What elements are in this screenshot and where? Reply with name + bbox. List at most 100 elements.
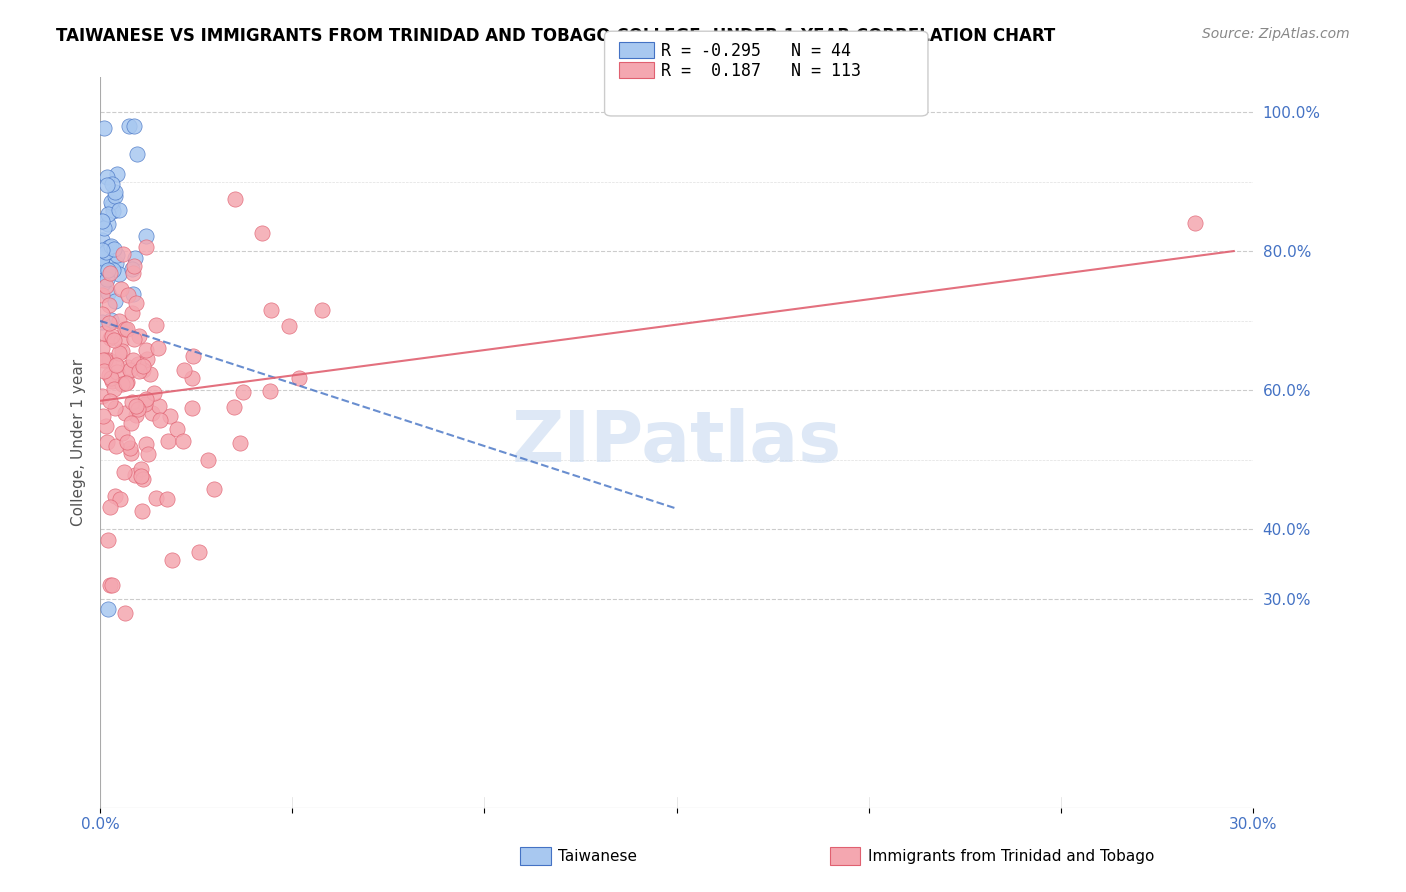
Point	[91, 250, 114, 264]
Point	[104, 401, 127, 415]
Point	[128, 364, 150, 378]
Point	[127, 401, 149, 416]
Point	[112, 465, 135, 479]
Point	[110, 334, 132, 348]
Point	[101, 177, 124, 191]
Point	[166, 422, 188, 436]
Point	[101, 577, 124, 591]
Point	[105, 439, 128, 453]
Point	[121, 394, 143, 409]
Point	[91, 243, 114, 257]
Point	[135, 392, 157, 406]
Point	[111, 247, 134, 261]
Point	[129, 461, 152, 475]
Point	[250, 226, 273, 240]
Point	[173, 363, 195, 377]
Point	[120, 441, 142, 455]
Point	[96, 434, 118, 449]
Point	[131, 504, 153, 518]
Point	[96, 169, 118, 184]
Point	[91, 353, 114, 368]
Point	[121, 353, 143, 368]
Point	[122, 266, 145, 280]
Point	[183, 349, 205, 363]
Point	[91, 213, 114, 227]
Point	[91, 272, 114, 286]
Point	[98, 330, 121, 344]
Text: R =  0.187   N = 113: R = 0.187 N = 113	[661, 62, 860, 80]
Point	[134, 343, 156, 358]
Point	[125, 295, 148, 310]
Point	[97, 533, 120, 547]
Point	[181, 401, 204, 415]
Point	[100, 198, 122, 212]
Point	[104, 359, 127, 373]
Point	[98, 368, 121, 383]
Point	[139, 367, 162, 381]
Point	[91, 259, 114, 273]
Point	[131, 359, 153, 373]
Point	[117, 434, 139, 449]
Point	[103, 333, 125, 347]
Point	[100, 371, 122, 385]
Point	[91, 276, 114, 290]
Point	[114, 376, 136, 391]
Point	[96, 279, 118, 293]
Point	[94, 352, 117, 367]
Point	[1184, 217, 1206, 231]
Point	[100, 239, 122, 253]
Point	[121, 306, 143, 320]
Point	[197, 453, 219, 467]
Text: Taiwanese: Taiwanese	[558, 849, 637, 863]
Point	[117, 375, 139, 389]
Point	[287, 371, 309, 385]
Point	[149, 413, 172, 427]
Point	[97, 263, 120, 277]
Text: ZIPatlas: ZIPatlas	[512, 408, 842, 477]
Point	[120, 446, 142, 460]
Point	[97, 602, 120, 616]
Point	[98, 500, 121, 514]
Point	[118, 363, 141, 377]
Point	[108, 313, 131, 327]
Point	[94, 245, 117, 260]
Point	[132, 363, 155, 377]
Point	[103, 383, 125, 397]
Point	[105, 248, 128, 262]
Point	[114, 322, 136, 336]
Point	[187, 545, 209, 559]
Point	[131, 469, 153, 483]
Point	[91, 233, 114, 247]
Point	[97, 316, 120, 330]
Point	[134, 397, 156, 411]
Point	[160, 553, 183, 567]
Point	[94, 419, 117, 434]
Point	[229, 436, 252, 450]
Point	[98, 266, 121, 280]
Point	[259, 302, 281, 317]
Point	[91, 315, 114, 329]
Point	[128, 328, 150, 343]
Point	[105, 167, 128, 181]
Text: TAIWANESE VS IMMIGRANTS FROM TRINIDAD AND TOBAGO COLLEGE, UNDER 1 YEAR CORRELATI: TAIWANESE VS IMMIGRANTS FROM TRINIDAD AN…	[56, 27, 1056, 45]
Point	[146, 341, 169, 355]
Point	[91, 409, 114, 424]
Point	[96, 207, 118, 221]
Point	[159, 409, 181, 424]
Point	[117, 288, 139, 302]
Point	[157, 434, 180, 449]
Point	[103, 185, 125, 199]
Point	[108, 202, 131, 217]
Point	[110, 426, 132, 441]
Point	[232, 384, 254, 399]
Point	[124, 467, 146, 482]
Point	[172, 434, 194, 449]
Point	[132, 472, 155, 486]
Point	[105, 255, 128, 269]
Point	[98, 240, 121, 254]
Text: Immigrants from Trinidad and Tobago: Immigrants from Trinidad and Tobago	[868, 849, 1154, 863]
Point	[224, 401, 246, 415]
Point	[108, 268, 131, 282]
Point	[104, 489, 127, 503]
Point	[122, 286, 145, 301]
